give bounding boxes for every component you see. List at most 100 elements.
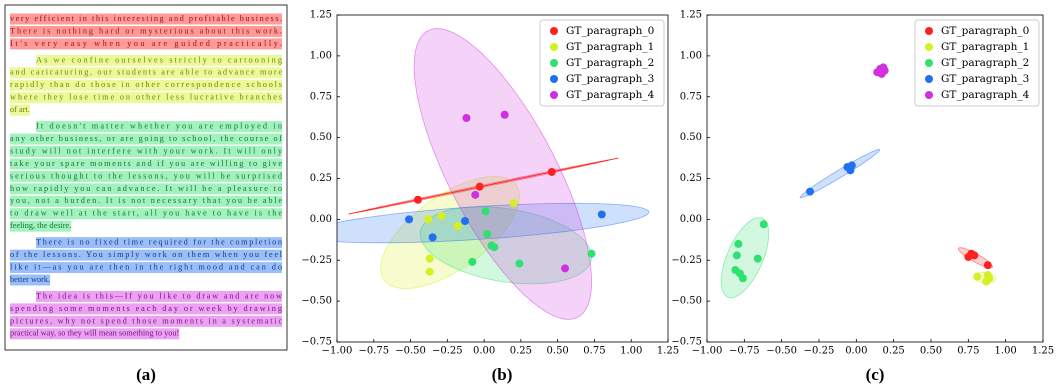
y-tick-label: 0.25 bbox=[310, 173, 332, 184]
point bbox=[964, 253, 972, 261]
document-line: pictures, why not spend those moments in… bbox=[10, 316, 282, 325]
y-tick-label: 1.00 bbox=[680, 50, 702, 61]
y-tick-label: 1.00 bbox=[310, 50, 332, 61]
point bbox=[985, 274, 993, 282]
point bbox=[454, 222, 462, 230]
document-line: better work. bbox=[10, 275, 50, 284]
point bbox=[739, 274, 747, 282]
y-tick-label: 0.00 bbox=[680, 214, 702, 225]
document-line: very efficient in this interesting and p… bbox=[10, 14, 282, 23]
document-line: There is no fixed time required for the … bbox=[36, 238, 283, 247]
point bbox=[468, 258, 476, 266]
legend-marker bbox=[550, 43, 558, 51]
point bbox=[760, 220, 768, 228]
x-tick-label: 0.50 bbox=[547, 346, 569, 357]
point bbox=[462, 114, 470, 122]
point bbox=[878, 70, 886, 78]
point bbox=[588, 250, 596, 258]
point bbox=[501, 111, 509, 119]
y-tick-label: 0.25 bbox=[680, 173, 702, 184]
legend-label: GT_paragraph_3 bbox=[941, 73, 1029, 85]
point bbox=[426, 268, 434, 276]
x-tick-label: −0.50 bbox=[395, 346, 426, 357]
document-line: study will not interfere with your work.… bbox=[10, 146, 283, 155]
x-tick-label: −0.25 bbox=[432, 346, 463, 357]
y-tick-label: −0.25 bbox=[301, 255, 332, 266]
document-line: practical way, so they will mean somethi… bbox=[10, 329, 179, 338]
document-image: very efficient in this interesting and p… bbox=[10, 14, 283, 340]
y-tick-label: 0.75 bbox=[680, 91, 702, 102]
point bbox=[754, 255, 762, 263]
scatter-chart: −1.00−0.75−0.50−0.250.000.250.500.751.00… bbox=[671, 10, 1054, 357]
x-tick-label: 0.25 bbox=[883, 346, 905, 357]
point bbox=[429, 233, 437, 241]
legend-label: GT_paragraph_0 bbox=[566, 25, 654, 37]
legend-label: GT_paragraph_2 bbox=[941, 57, 1029, 69]
panel-label: (a) bbox=[136, 365, 156, 384]
y-tick-label: 0.50 bbox=[310, 132, 332, 143]
legend-label: GT_paragraph_1 bbox=[941, 41, 1029, 53]
x-tick-label: 0.00 bbox=[473, 346, 495, 357]
x-tick-label: 1.00 bbox=[995, 346, 1017, 357]
point bbox=[437, 212, 445, 220]
y-tick-label: −0.75 bbox=[671, 337, 702, 348]
document-line: of art. bbox=[10, 105, 30, 114]
point bbox=[598, 210, 606, 218]
point bbox=[806, 188, 814, 196]
legend-label: GT_paragraph_4 bbox=[566, 89, 655, 101]
document-line: feeling, the desire. bbox=[10, 221, 71, 230]
document-line: As we confine ourselves strictly to cart… bbox=[36, 55, 282, 64]
x-tick-label: 0.00 bbox=[845, 346, 867, 357]
point bbox=[414, 196, 422, 204]
x-tick-label: −0.75 bbox=[729, 346, 760, 357]
legend-label: GT_paragraph_1 bbox=[566, 41, 654, 53]
x-tick-label: −0.50 bbox=[766, 346, 797, 357]
legend-marker bbox=[925, 43, 933, 51]
x-tick-label: 1.25 bbox=[1032, 346, 1054, 357]
figure: very efficient in this interesting and p… bbox=[0, 0, 1057, 389]
point bbox=[848, 161, 856, 169]
x-tick-label: −0.25 bbox=[804, 346, 835, 357]
legend-marker bbox=[550, 27, 558, 35]
document-line: The idea is this—If you like to draw and… bbox=[36, 291, 282, 300]
document-line: and caricaturing, our students are able … bbox=[10, 68, 282, 77]
legend-label: GT_paragraph_2 bbox=[566, 57, 654, 69]
x-tick-label: 1.00 bbox=[620, 346, 642, 357]
document-line: any other business, or are going to scho… bbox=[10, 134, 282, 143]
legend-marker bbox=[925, 91, 933, 99]
x-tick-label: 0.75 bbox=[957, 346, 979, 357]
y-tick-label: −0.75 bbox=[301, 337, 332, 348]
point bbox=[561, 264, 569, 272]
y-tick-label: −0.50 bbox=[671, 296, 702, 307]
panel-label: (c) bbox=[866, 365, 885, 384]
document-line: spending some moments each day or week b… bbox=[10, 304, 282, 313]
legend-marker bbox=[550, 91, 558, 99]
x-tick-label: 0.75 bbox=[583, 346, 605, 357]
legend-marker bbox=[550, 75, 558, 83]
point bbox=[426, 255, 434, 263]
legend-label: GT_paragraph_0 bbox=[941, 25, 1029, 37]
y-tick-label: 1.25 bbox=[680, 10, 702, 21]
legend-label: GT_paragraph_4 bbox=[941, 89, 1030, 101]
point bbox=[733, 251, 741, 259]
panel-label: (b) bbox=[492, 365, 513, 384]
legend-marker bbox=[550, 59, 558, 67]
point bbox=[548, 168, 556, 176]
y-tick-label: 0.50 bbox=[680, 132, 702, 143]
point bbox=[471, 191, 479, 199]
point bbox=[984, 261, 992, 269]
point bbox=[734, 240, 742, 248]
point bbox=[476, 183, 484, 191]
y-tick-label: 1.25 bbox=[310, 10, 332, 21]
document-line: where they lose time on other less lucra… bbox=[10, 93, 282, 102]
x-tick-label: −0.75 bbox=[358, 346, 389, 357]
point bbox=[483, 230, 491, 238]
point bbox=[482, 207, 490, 215]
y-tick-label: 0.75 bbox=[310, 91, 332, 102]
legend-marker bbox=[925, 27, 933, 35]
point bbox=[490, 243, 498, 251]
document-line: you, not a burden. It is not necessary t… bbox=[10, 196, 282, 205]
x-tick-label: 0.50 bbox=[920, 346, 942, 357]
y-tick-label: −0.50 bbox=[301, 296, 332, 307]
